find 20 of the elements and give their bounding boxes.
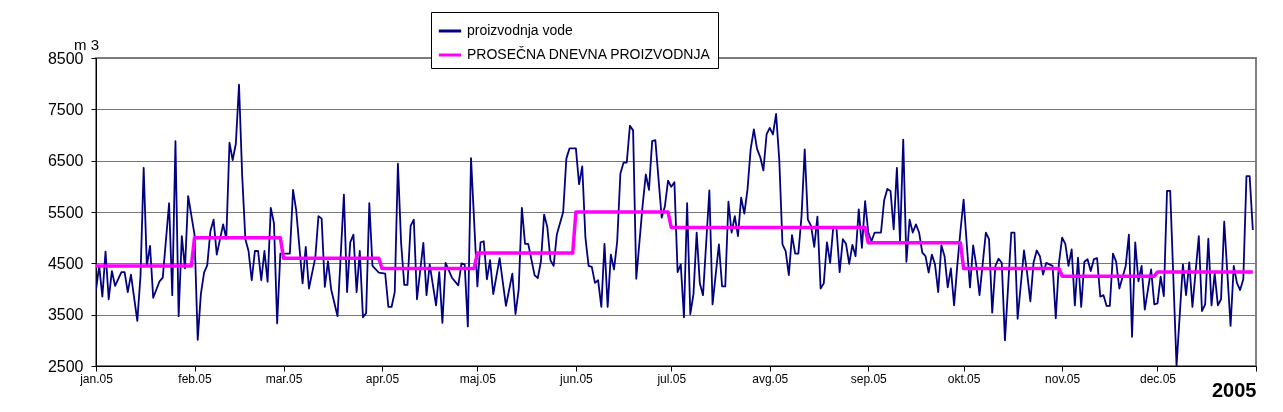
x-tick-label: sep.05 <box>850 371 888 386</box>
y-tick-label: 7500 <box>47 100 84 118</box>
x-tick-label: nov.05 <box>1045 371 1081 386</box>
x-tick-label: okt.05 <box>947 371 981 386</box>
legend-label: PROSEČNA DNEVNA PROIZVODNJA <box>467 46 711 62</box>
line-series <box>96 210 1255 278</box>
x-tick-label: apr.05 <box>365 371 400 386</box>
x-tick-label: dec.05 <box>1139 371 1177 386</box>
x-tick-label: avg.05 <box>752 371 789 386</box>
x-tick-label: jun.05 <box>559 371 594 386</box>
y-tick-label: 5500 <box>47 203 84 221</box>
x-axis-title: 2005 <box>1212 378 1257 401</box>
x-tick-label: mar.05 <box>265 371 303 386</box>
legend-label: proizvodnja vode <box>467 22 574 38</box>
x-tick-label: jul.05 <box>656 371 687 386</box>
x-tick-label: feb.05 <box>178 371 213 386</box>
y-tick-label: 3500 <box>47 306 84 324</box>
y-tick-label: 4500 <box>47 254 84 272</box>
x-tick-label: maj.05 <box>459 371 497 386</box>
y-tick-label: 6500 <box>47 152 84 170</box>
